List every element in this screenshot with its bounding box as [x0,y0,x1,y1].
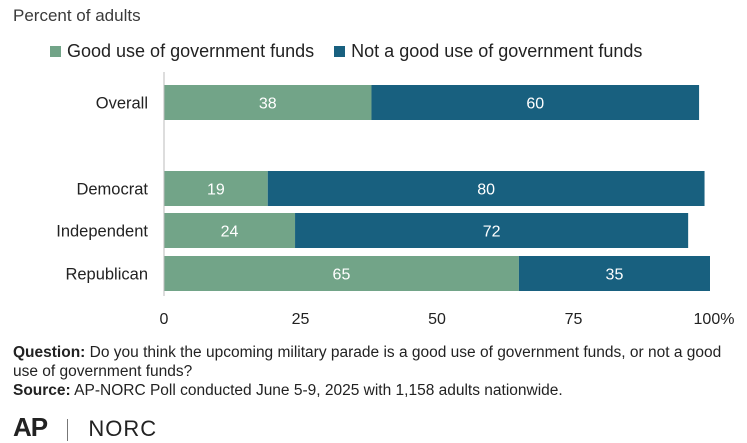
legend-swatch-not-good [334,46,346,57]
x-tick-label-75: 75 [565,311,583,328]
x-tick-label-100: 100% [694,311,735,328]
category-label-democrat: Democrat [76,181,148,199]
x-tick-label-0: 0 [160,311,169,328]
data-label-republican-not-good: 35 [606,267,624,284]
legend: Good use of government funds Not a good … [50,41,662,62]
data-label-democrat-not-good: 80 [477,182,495,199]
chart-notes: Question: Do you think the upcoming mili… [13,343,738,400]
category-label-overall: Overall [96,95,148,113]
legend-item-not-good: Not a good use of government funds [334,41,642,62]
data-label-overall-good: 38 [259,96,277,113]
x-tick-label-50: 50 [428,311,446,328]
data-label-independent-not-good: 72 [483,224,501,241]
data-label-republican-good: 65 [333,267,351,284]
bar-overall-good [164,85,372,120]
legend-label-not-good: Not a good use of government funds [351,41,643,61]
stacked-bar-chart: Overall 38 60 Democrat 19 80 Independent 24 72 Re… [56,72,735,328]
norc-logo: NORC [88,416,158,441]
data-label-overall-not-good: 60 [526,96,544,113]
logo-divider [67,419,69,442]
chart-subtitle: Percent of adults [13,6,141,25]
bar-independent-good [164,213,296,248]
question-text: Do you think the upcoming military parad… [13,344,722,380]
category-label-republican: Republican [65,266,148,284]
legend-swatch-good [50,46,61,57]
source-label: Source: [13,382,71,399]
category-label-independent: Independent [56,223,148,241]
source-text: AP-NORC Poll conducted June 5-9, 2025 wi… [74,382,563,399]
bar-democrat-good [164,171,268,206]
question-note: Question: Do you think the upcoming mili… [13,343,738,381]
question-label: Question: [13,344,86,361]
data-label-independent-good: 24 [221,224,239,241]
ap-logo: AP [13,412,48,442]
bar-democrat-not-good [267,171,705,206]
legend-label-good: Good use of government funds [67,41,315,61]
x-tick-label-25: 25 [292,311,310,328]
source-note: Source: AP-NORC Poll conducted June 5-9,… [13,381,738,400]
logos: AP NORC [13,412,157,443]
bar-republican-good [164,256,519,291]
bar-overall-not-good [371,85,700,120]
legend-item-good: Good use of government funds [50,41,314,62]
bar-independent-not-good [295,213,689,248]
bar-republican-not-good [518,256,710,291]
data-label-democrat-good: 19 [207,182,225,199]
